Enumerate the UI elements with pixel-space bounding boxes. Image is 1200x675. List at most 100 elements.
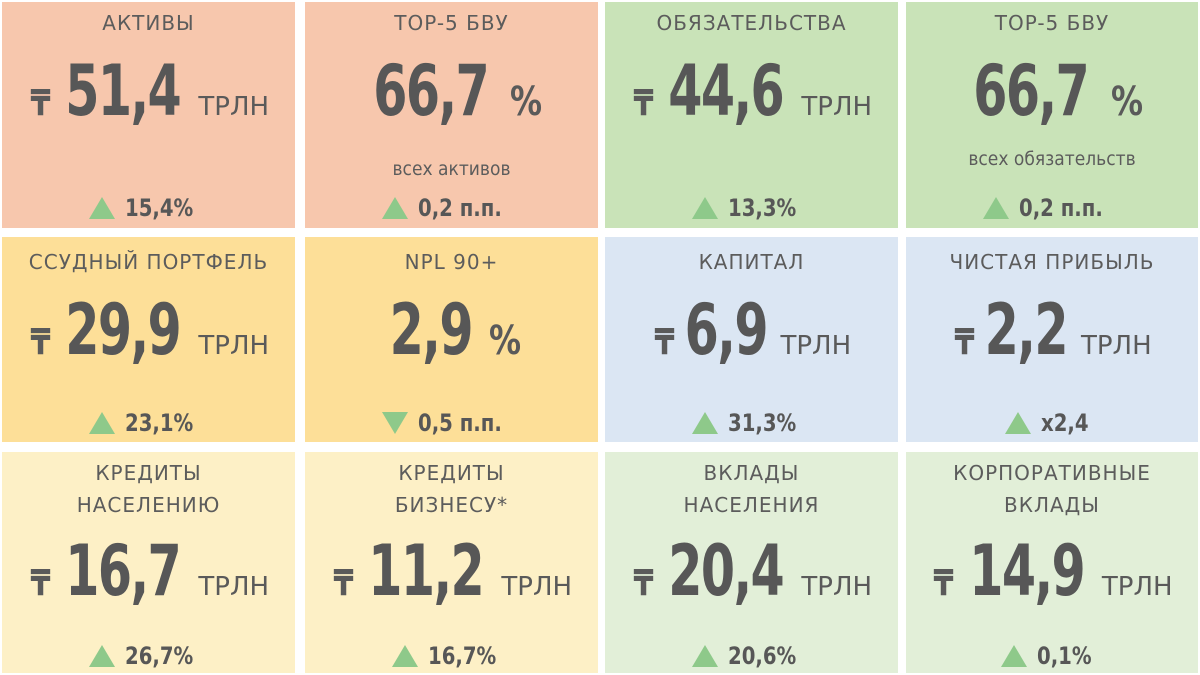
value-unit: ТРЛН: [801, 572, 873, 602]
card-net-profit: ЧИСТАЯ ПРИБЫЛЬ ₸ 2,2 ТРЛН x2,4: [906, 237, 1198, 442]
card-delta: 0,2 п.п.: [305, 194, 598, 222]
card-assets: АКТИВЫ ₸ 51,4 ТРЛН 15,4%: [2, 2, 295, 228]
delta-value: x2,4: [1041, 409, 1089, 437]
delta-value: 0,5 п.п.: [418, 409, 503, 437]
card-retail-deposits: ВКЛАДЫ НАСЕЛЕНИЯ ₸ 20,4 ТРЛН 20,6%: [605, 452, 898, 673]
value-suffix: %: [1110, 79, 1143, 125]
card-title-line2: ВКЛАДЫ: [1004, 493, 1100, 517]
card-subtitle: всех обязательств: [968, 148, 1136, 170]
card-title: NPL 90+: [404, 250, 499, 274]
card-value: 2,9 %: [305, 289, 598, 371]
card-delta: 15,4%: [2, 194, 295, 222]
value-number: 14,9: [968, 530, 1086, 612]
card-delta: 0,5 п.п.: [305, 409, 598, 437]
card-title: КАПИТАЛ: [698, 250, 805, 274]
triangle-up-icon: [88, 645, 115, 667]
card-loan-portfolio: ССУДНЫЙ ПОРТФЕЛЬ ₸ 29,9 ТРЛН 23,1%: [2, 237, 295, 442]
card-retail-loans: КРЕДИТЫ НАСЕЛЕНИЮ ₸ 16,7 ТРЛН 26,7%: [2, 452, 295, 673]
value-number: 2,2: [985, 289, 1069, 371]
card-business-loans: КРЕДИТЫ БИЗНЕСУ* ₸ 11,2 ТРЛН 16,7%: [305, 452, 598, 673]
card-npl: NPL 90+ 2,9 % 0,5 п.п.: [305, 237, 598, 442]
value-number: 44,6: [668, 50, 785, 132]
card-value: ₸ 14,9 ТРЛН: [906, 530, 1198, 612]
card-title-line2: НАСЕЛЕНИЯ: [683, 493, 820, 517]
card-corporate-deposits: КОРПОРАТИВНЫЕ ВКЛАДЫ ₸ 14,9 ТРЛН 0,1%: [906, 452, 1198, 673]
card-delta: 26,7%: [2, 642, 295, 670]
triangle-down-icon: [382, 412, 409, 434]
delta-value: 0,2 п.п.: [418, 194, 503, 222]
card-value: ₸ 16,7 ТРЛН: [2, 530, 295, 612]
tenge-icon: ₸: [654, 322, 675, 363]
value-number: 29,9: [65, 289, 182, 371]
value-number: 66,7: [372, 50, 490, 132]
value-number: 6,9: [684, 289, 769, 371]
triangle-up-icon: [691, 412, 718, 434]
value-unit: ТРЛН: [1101, 572, 1173, 602]
tenge-icon: ₸: [30, 322, 51, 363]
tenge-icon: ₸: [933, 563, 954, 604]
card-subtitle: всех активов: [392, 158, 511, 180]
value-number: 2,9: [389, 289, 473, 371]
card-value: ₸ 51,4 ТРЛН: [2, 50, 295, 132]
triangle-up-icon: [88, 197, 115, 219]
card-title-line1: КОРПОРАТИВНЫЕ: [953, 461, 1151, 485]
delta-value: 26,7%: [124, 642, 194, 670]
value-suffix: %: [510, 79, 543, 125]
triangle-up-icon: [382, 197, 409, 219]
card-delta: 13,3%: [605, 194, 898, 222]
card-value: ₸ 6,9 ТРЛН: [605, 289, 898, 371]
value-number: 11,2: [368, 530, 485, 612]
tenge-icon: ₸: [954, 322, 975, 363]
card-value: ₸ 20,4 ТРЛН: [605, 530, 898, 612]
card-liabilities: ОБЯЗАТЕЛЬСТВА ₸ 44,6 ТРЛН 13,3%: [605, 2, 898, 228]
value-number: 20,4: [668, 530, 785, 612]
card-delta: 20,6%: [605, 642, 898, 670]
delta-value: 23,1%: [124, 409, 194, 437]
delta-value: 0,1%: [1036, 642, 1092, 670]
value-suffix: %: [489, 318, 522, 364]
card-title-line1: КРЕДИТЫ: [398, 461, 505, 485]
value-unit: ТРЛН: [780, 331, 852, 361]
triangle-up-icon: [691, 645, 718, 667]
delta-value: 16,7%: [427, 642, 497, 670]
triangle-up-icon: [1000, 645, 1027, 667]
card-title: ОБЯЗАТЕЛЬСТВА: [656, 11, 847, 35]
tenge-icon: ₸: [30, 563, 51, 604]
card-value: 66,7 %: [906, 50, 1198, 132]
card-title: АКТИВЫ: [102, 11, 195, 35]
value-unit: ТРЛН: [1080, 331, 1152, 361]
delta-value: 0,2 п.п.: [1018, 194, 1103, 222]
triangle-up-icon: [391, 645, 418, 667]
value-number: 51,4: [65, 50, 182, 132]
card-delta: 0,2 п.п.: [906, 194, 1198, 222]
card-value: ₸ 11,2 ТРЛН: [305, 530, 598, 612]
card-delta: 0,1%: [906, 642, 1198, 670]
value-number: 66,7: [973, 50, 1090, 132]
card-capital: КАПИТАЛ ₸ 6,9 ТРЛН 31,3%: [605, 237, 898, 442]
delta-value: 15,4%: [124, 194, 194, 222]
card-value: 66,7 %: [305, 50, 598, 132]
card-value: ₸ 29,9 ТРЛН: [2, 289, 295, 371]
triangle-up-icon: [88, 412, 115, 434]
tenge-icon: ₸: [333, 563, 354, 604]
card-top5-assets: TOP-5 БВУ 66,7 % всех активов 0,2 п.п.: [305, 2, 598, 228]
card-title-line2: НАСЕЛЕНИЮ: [76, 493, 221, 517]
tenge-icon: ₸: [30, 83, 51, 124]
card-value: ₸ 44,6 ТРЛН: [605, 50, 898, 132]
card-delta: 16,7%: [305, 642, 598, 670]
tenge-icon: ₸: [633, 83, 654, 124]
card-title-line1: ВКЛАДЫ: [703, 461, 800, 485]
triangle-up-icon: [982, 197, 1009, 219]
triangle-up-icon: [691, 197, 718, 219]
card-title: ЧИСТАЯ ПРИБЫЛЬ: [949, 250, 1155, 274]
value-number: 16,7: [65, 530, 182, 612]
card-delta: 23,1%: [2, 409, 295, 437]
triangle-up-icon: [1005, 412, 1031, 434]
card-title: TOP-5 БВУ: [994, 11, 1110, 35]
card-title-line1: КРЕДИТЫ: [95, 461, 202, 485]
delta-value: 13,3%: [727, 194, 797, 222]
delta-value: 31,3%: [727, 409, 797, 437]
card-title: TOP-5 БВУ: [394, 11, 509, 35]
delta-value: 20,6%: [727, 642, 797, 670]
